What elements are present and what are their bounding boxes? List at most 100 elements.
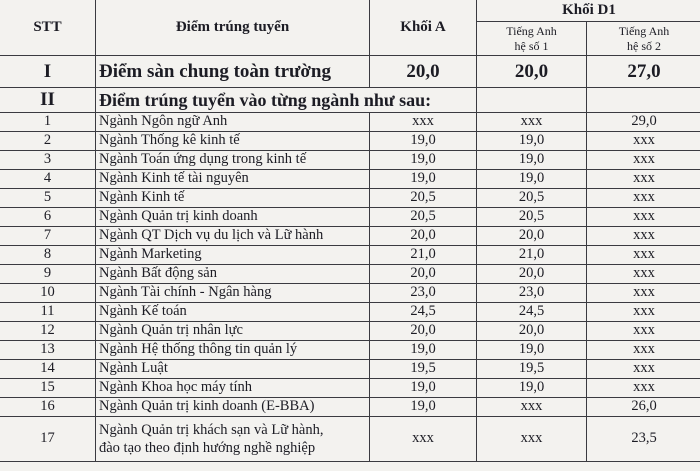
header-d1-sub1-line1: Tiếng Anh <box>506 23 557 38</box>
row-name: Ngành Khoa học máy tính <box>95 378 370 398</box>
row-d1-2: xxx <box>585 207 700 227</box>
row-name: Ngành Ngôn ngữ Anh <box>95 112 370 132</box>
row-khoi-a: 21,0 <box>369 245 477 265</box>
row-stt: 3 <box>0 150 96 170</box>
section-i-label: Điểm sàn chung toàn trường <box>95 55 370 88</box>
row-khoi-a: 20,5 <box>369 207 477 227</box>
row-stt: 15 <box>0 378 96 398</box>
table-row: 3 Ngành Toán ứng dụng trong kinh tế 19,0 19… <box>0 150 700 170</box>
row-d1-1: 19,0 <box>476 169 587 189</box>
table-row: 9 Ngành Bất động sản 20,0 20,0 xxx <box>0 264 700 284</box>
row-d1-1: 24,5 <box>476 302 587 322</box>
header-d1-sub2: Tiếng Anh hệ số 2 <box>585 21 700 56</box>
header-stt: STT <box>0 0 96 56</box>
header-d1-sub2-line1: Tiếng Anh <box>618 23 670 38</box>
header-diem: Điểm trúng tuyển <box>95 0 370 56</box>
row-khoi-a: 23,0 <box>369 283 477 303</box>
row-d1-2: xxx <box>585 131 700 151</box>
row-name: Ngành QT Dịch vụ du lịch và Lữ hành <box>95 226 370 246</box>
row-name: Ngành Quản trị khách sạn và Lữ hành, đào … <box>95 416 370 462</box>
row-d1-2: 29,0 <box>585 112 700 132</box>
row-d1-2: xxx <box>585 226 700 246</box>
section-ii-label: Điểm trúng tuyển vào từng ngành như sau: <box>95 87 477 113</box>
row-d1-1: 21,0 <box>476 245 587 265</box>
row-name: Ngành Tài chính - Ngân hàng <box>95 283 370 303</box>
table-row: 5 Ngành Kinh tế 20,5 20,5 xxx <box>0 188 700 208</box>
row-stt: 9 <box>0 264 96 284</box>
row-name: Ngành Kế toán <box>95 302 370 322</box>
row-name-line1: Ngành Quản trị khách sạn và Lữ hành, <box>99 421 324 438</box>
row-d1-2: 26,0 <box>585 397 700 417</box>
row-d1-2: xxx <box>585 302 700 322</box>
row-d1-2: xxx <box>585 321 700 341</box>
row-khoi-a: 19,5 <box>369 359 477 379</box>
row-d1-2: xxx <box>585 169 700 189</box>
row-d1-1: 19,0 <box>476 378 587 398</box>
table-row: 16 Ngành Quản trị kinh doanh (E-BBA) 19,0 x… <box>0 397 700 417</box>
row-stt: 13 <box>0 340 96 360</box>
row-stt: 11 <box>0 302 96 322</box>
row-d1-1: 23,0 <box>476 283 587 303</box>
row-d1-2: xxx <box>585 264 700 284</box>
row-stt: 1 <box>0 112 96 132</box>
table-row: 4 Ngành Kinh tế tài nguyên 19,0 19,0 xxx <box>0 169 700 189</box>
table-row: 13 Ngành Hệ thống thông tin quản lý 19,0 19… <box>0 340 700 360</box>
row-stt: 14 <box>0 359 96 379</box>
row-name: Ngành Luật <box>95 359 370 379</box>
table-row: 7 Ngành QT Dịch vụ du lịch và Lữ hành 20,0… <box>0 226 700 246</box>
row-khoi-a: xxx <box>369 416 477 462</box>
row-name: Ngành Thống kê kinh tế <box>95 131 370 151</box>
header-khoi-d1: Khối D1 <box>475 0 700 22</box>
row-khoi-a: 20,5 <box>369 188 477 208</box>
row-khoi-a: 19,0 <box>369 378 477 398</box>
row-d1-2: xxx <box>585 150 700 170</box>
row-d1-1: 20,0 <box>476 264 587 284</box>
row-d1-1: 20,5 <box>476 188 587 208</box>
row-stt: 17 <box>0 416 96 462</box>
row-name: Ngành Marketing <box>95 245 370 265</box>
row-stt: 5 <box>0 188 96 208</box>
row-name: Ngành Bất động sản <box>95 264 370 284</box>
table-row: 15 Ngành Khoa học máy tính 19,0 19,0 xxx <box>0 378 700 398</box>
row-name: Ngành Hệ thống thông tin quản lý <box>95 340 370 360</box>
row-d1-2: xxx <box>585 188 700 208</box>
row-d1-2: xxx <box>585 340 700 360</box>
row-name: Ngành Toán ứng dụng trong kinh tế <box>95 150 370 170</box>
row-d1-2: 23,5 <box>585 416 700 462</box>
row-stt: 12 <box>0 321 96 341</box>
section-i-row: I Điểm sàn chung toàn trường 20,0 20,0 2… <box>0 55 700 88</box>
section-ii-stt: II <box>0 87 96 113</box>
row-name: Ngành Quản trị kinh doanh (E-BBA) <box>95 397 370 417</box>
row-d1-1: xxx <box>476 112 587 132</box>
row-khoi-a: 19,0 <box>369 150 477 170</box>
table-row: 17 Ngành Quản trị khách sạn và Lữ hành, đ… <box>0 416 700 462</box>
row-d1-1: xxx <box>476 416 587 462</box>
row-d1-1: 20,5 <box>476 207 587 227</box>
row-d1-1: 19,0 <box>476 340 587 360</box>
table-row: 12 Ngành Quản trị nhân lực 20,0 20,0 xxx <box>0 321 700 341</box>
section-i-d1-2: 27,0 <box>585 55 700 88</box>
header-khoi-a: Khối A <box>369 0 477 56</box>
row-name: Ngành Kinh tế <box>95 188 370 208</box>
row-stt: 2 <box>0 131 96 151</box>
row-stt: 16 <box>0 397 96 417</box>
row-d1-2: xxx <box>585 359 700 379</box>
table-row: 10 Ngành Tài chính - Ngân hàng 23,0 23,0 xxx <box>0 283 700 303</box>
row-khoi-a: 19,0 <box>369 131 477 151</box>
row-d1-1: 19,0 <box>476 150 587 170</box>
row-stt: 4 <box>0 169 96 189</box>
row-stt: 8 <box>0 245 96 265</box>
row-d1-2: xxx <box>585 378 700 398</box>
table-row: 11 Ngành Kế toán 24,5 24,5 xxx <box>0 302 700 322</box>
row-d1-2: xxx <box>585 245 700 265</box>
row-khoi-a: 19,0 <box>369 397 477 417</box>
row-name: Ngành Quản trị kinh doanh <box>95 207 370 227</box>
row-khoi-a: 19,0 <box>369 340 477 360</box>
header-d1-sub1: Tiếng Anh hệ số 1 <box>476 21 587 56</box>
row-d1-1: 20,0 <box>476 226 587 246</box>
table-row: 2 Ngành Thống kê kinh tế 19,0 19,0 xxx <box>0 131 700 151</box>
row-stt: 10 <box>0 283 96 303</box>
row-d1-2: xxx <box>585 283 700 303</box>
section-i-stt: I <box>0 55 96 88</box>
